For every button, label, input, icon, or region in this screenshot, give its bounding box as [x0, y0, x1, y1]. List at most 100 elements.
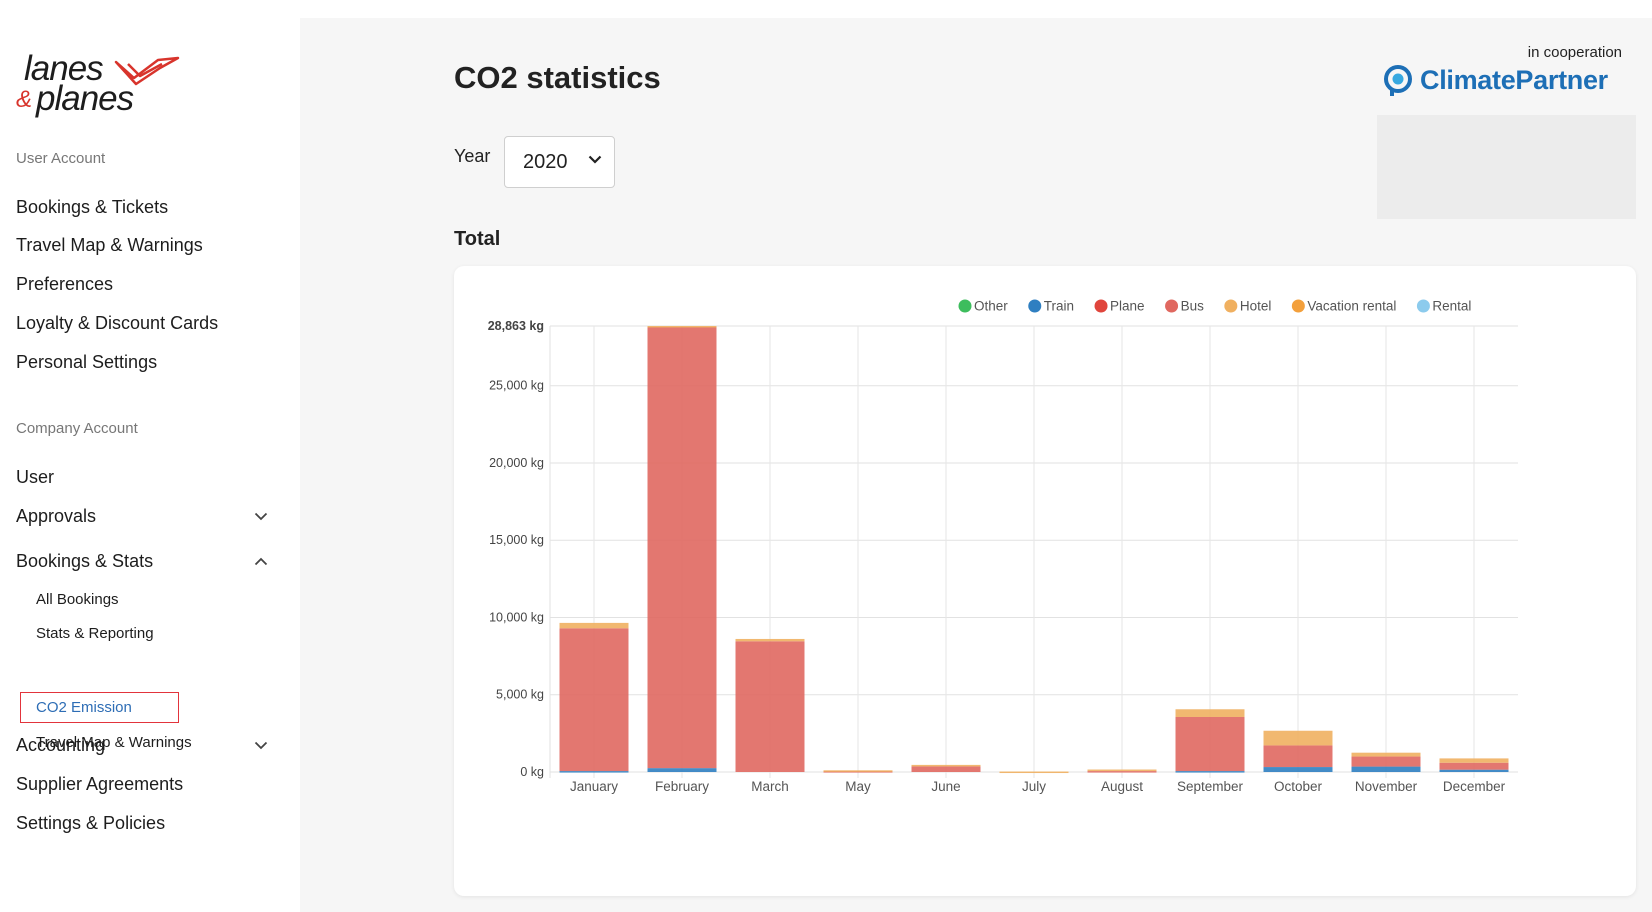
- legend-marker: [1094, 299, 1108, 313]
- bar-segment: [1263, 745, 1333, 768]
- bar-segment: [1175, 709, 1245, 717]
- x-tick-label: May: [845, 779, 871, 794]
- y-tick-label: 28,863 kg: [488, 319, 544, 333]
- y-tick-label: 0 kg: [520, 765, 544, 779]
- nav-approvals[interactable]: Approvals: [16, 501, 272, 531]
- legend-marker: [1224, 299, 1238, 313]
- bar-segment: [1087, 771, 1157, 773]
- climatepartner-logo[interactable]: ClimatePartner: [1382, 60, 1608, 100]
- legend-marker: [1165, 299, 1179, 313]
- x-tick-label: January: [570, 779, 618, 794]
- bar-segment: [647, 326, 717, 328]
- user-account-label: User Account: [16, 150, 106, 167]
- year-select[interactable]: 2020: [504, 136, 615, 188]
- nav-loyalty-discount-cards[interactable]: Loyalty & Discount Cards: [16, 312, 219, 333]
- y-tick-label: 5,000 kg: [496, 688, 544, 702]
- nav-travel-map-warnings[interactable]: Travel Map & Warnings: [16, 234, 203, 255]
- y-tick-label: 20,000 kg: [489, 456, 544, 470]
- partner-name: ClimatePartner: [1420, 64, 1608, 95]
- climatepartner-icon: [1384, 65, 1412, 96]
- x-tick-label: October: [1274, 779, 1323, 794]
- active-item-highlight: [20, 692, 179, 723]
- x-tick-label: November: [1355, 779, 1418, 794]
- bar-segment: [559, 622, 629, 629]
- legend-label: Other: [974, 299, 1008, 314]
- nav-settings-policies[interactable]: Settings & Policies: [16, 812, 166, 833]
- bar-segment: [1351, 756, 1421, 767]
- legend-label: Hotel: [1240, 299, 1272, 314]
- chevron-down-icon: [250, 734, 272, 756]
- legend-label: Train: [1044, 299, 1074, 314]
- bar-segment: [735, 638, 805, 642]
- x-tick-label: June: [931, 779, 960, 794]
- nav-personal-settings[interactable]: Personal Settings: [16, 351, 158, 372]
- x-tick-label: September: [1177, 779, 1244, 794]
- nav-bookings-tickets[interactable]: Bookings & Tickets: [16, 196, 169, 217]
- partner-badge-placeholder: [1377, 115, 1636, 219]
- lanes-planes-logo[interactable]: lanes & planes: [16, 50, 186, 120]
- chevron-down-icon: [588, 155, 602, 164]
- legend-label: Bus: [1181, 299, 1205, 314]
- x-tick-label: March: [751, 779, 789, 794]
- chevron-up-icon: [250, 550, 272, 572]
- x-tick-label: July: [1022, 779, 1046, 794]
- bar-segment: [911, 764, 981, 767]
- nav-accounting[interactable]: Accounting: [16, 730, 272, 760]
- y-tick-label: 10,000 kg: [489, 610, 544, 624]
- x-tick-label: August: [1101, 779, 1143, 794]
- x-tick-label: December: [1443, 779, 1506, 794]
- bar-segment: [1351, 752, 1421, 757]
- bar-segment: [735, 641, 805, 772]
- bar-segment: [823, 771, 893, 773]
- bar-segment: [647, 768, 717, 772]
- legend-label: Rental: [1432, 299, 1471, 314]
- nav-supplier-agreements[interactable]: Supplier Agreements: [16, 773, 184, 794]
- legend-marker: [1028, 299, 1042, 313]
- legend-marker: [1416, 299, 1430, 313]
- nav-preferences[interactable]: Preferences: [16, 273, 114, 294]
- legend-label: Plane: [1110, 299, 1145, 314]
- chart-card: 28,863 kg 25,000 kg 20,000 kg 15,000 kg 10,0…: [454, 266, 1636, 896]
- legend-marker: [958, 299, 972, 313]
- page-title: CO2 statistics: [454, 60, 661, 95]
- bar-segment: [1175, 771, 1245, 773]
- company-account-label: Company Account: [16, 420, 138, 437]
- sidebar: lanes & planes User Account Bookings & T…: [0, 0, 300, 912]
- x-tick-label: February: [655, 779, 709, 794]
- y-tick-label: 25,000 kg: [489, 379, 544, 393]
- bar-segment: [1439, 762, 1509, 770]
- bar-segment: [911, 766, 981, 772]
- main-content: CO2 statistics in cooperation ClimatePar…: [300, 18, 1652, 912]
- bar-segment: [999, 771, 1069, 774]
- logo-line2: planes: [36, 79, 134, 118]
- subnav-stats-reporting[interactable]: Stats & Reporting: [36, 625, 154, 642]
- y-tick-label: 15,000 kg: [489, 533, 544, 547]
- co2-stacked-bar-chart: 28,863 kg 25,000 kg 20,000 kg 15,000 kg 10,0…: [488, 299, 1518, 794]
- subnav-all-bookings[interactable]: All Bookings: [36, 591, 119, 608]
- bar-segment: [1087, 769, 1157, 772]
- chevron-down-icon: [250, 505, 272, 527]
- year-label: Year: [454, 146, 491, 166]
- bar-segment: [1263, 730, 1333, 746]
- subnav-travel-map-warnings[interactable]: Travel Map & Warnings: [36, 734, 192, 751]
- nav-bookings-stats[interactable]: Bookings & Stats: [16, 546, 272, 576]
- nav-user[interactable]: User: [16, 466, 55, 487]
- legend-label: Vacation rental: [1307, 299, 1396, 314]
- cooperation-label: in cooperation: [1527, 44, 1622, 61]
- bar-segment: [823, 770, 893, 772]
- legend-marker: [1291, 299, 1305, 313]
- bar-segment: [647, 326, 717, 769]
- bar-segment: [1263, 767, 1333, 772]
- bar-segment: [1439, 758, 1509, 763]
- bar-segment: [559, 771, 629, 773]
- year-select-value: 2020: [523, 150, 568, 173]
- subnav-co2-emission[interactable]: CO2 Emission: [36, 699, 132, 716]
- total-label: Total: [454, 228, 501, 250]
- plane-wings-icon: [114, 56, 180, 86]
- logo-amp: &: [16, 86, 33, 113]
- bar-segment: [1351, 766, 1421, 772]
- logo-line1: lanes: [24, 49, 104, 88]
- bar-segment: [1175, 716, 1245, 772]
- bar-segment: [559, 628, 629, 772]
- bar-segment: [1439, 769, 1509, 772]
